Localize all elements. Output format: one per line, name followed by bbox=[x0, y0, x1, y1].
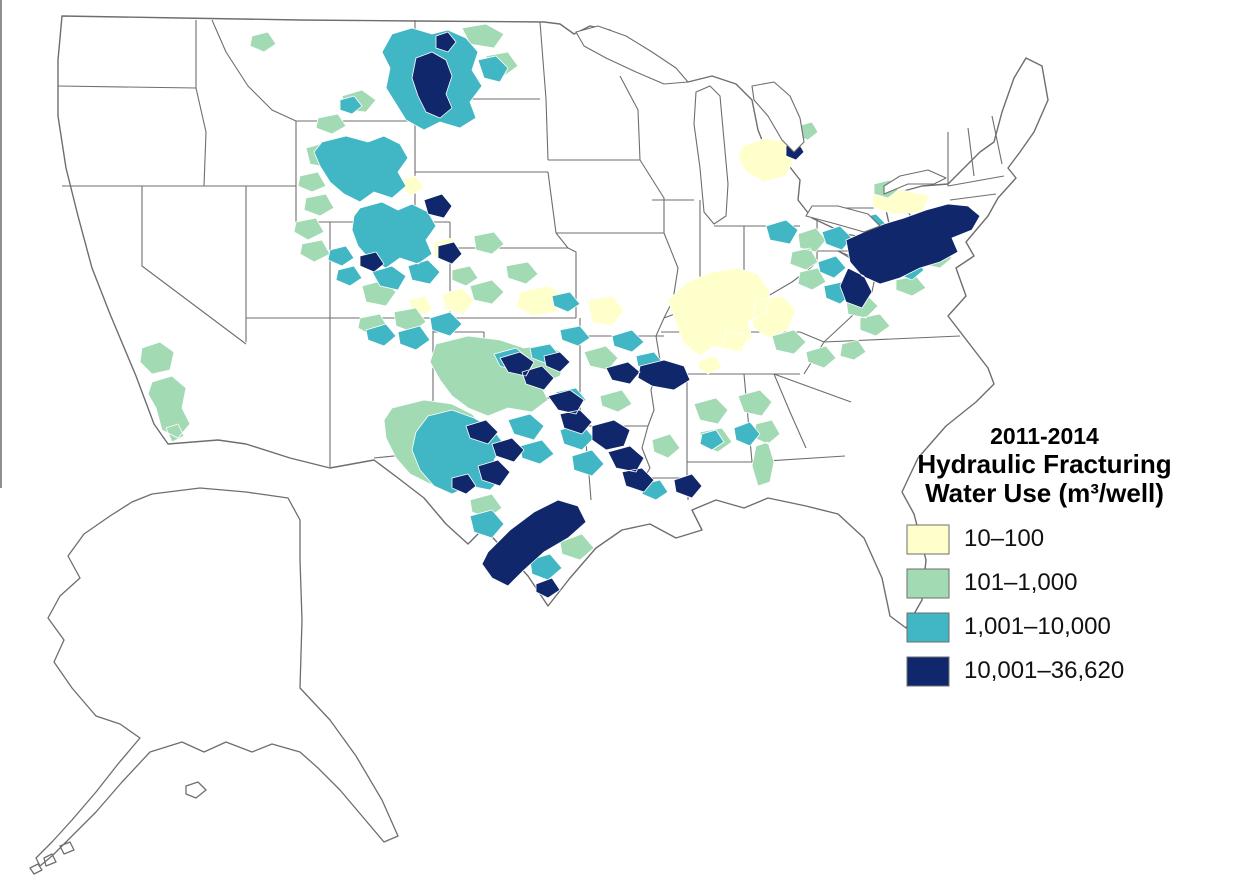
great-lakes bbox=[575, 25, 947, 233]
legend-swatch-rect bbox=[906, 568, 950, 599]
legend-swatch-101-1000 bbox=[906, 568, 950, 599]
figure-edge-line bbox=[0, 0, 2, 488]
legend-swatch-rect bbox=[906, 612, 950, 643]
legend-title-line2: Hydraulic Fracturing bbox=[917, 448, 1172, 479]
basins-class-10001-36620 bbox=[359, 31, 981, 599]
legend-swatch-10-100 bbox=[906, 524, 950, 555]
legend-swatch-10001-36620 bbox=[906, 656, 950, 687]
legend-swatch-rect bbox=[906, 656, 950, 687]
legend-row-class-3: 1,001–10,000 bbox=[906, 612, 1217, 643]
legend-title-line3: Water Use (m³/well) bbox=[925, 477, 1164, 508]
legend-label-1001-10000: 1,001–10,000 bbox=[964, 613, 1111, 641]
legend-swatch-1001-10000 bbox=[906, 612, 950, 643]
legend-rows: 10–100 101–1,000 1,001–10,000 10,001–36,… bbox=[872, 524, 1217, 687]
legend: 2011-2014 Hydraulic Fracturing Water Use… bbox=[872, 423, 1217, 700]
legend-label-10001-36620: 10,001–36,620 bbox=[964, 657, 1125, 685]
legend-swatch-rect bbox=[906, 524, 950, 555]
alaska-outline bbox=[29, 487, 399, 875]
legend-title-years: 2011-2014 bbox=[990, 423, 1099, 449]
legend-label-101-1000: 101–1,000 bbox=[964, 569, 1078, 597]
legend-label-10-100: 10–100 bbox=[964, 525, 1045, 553]
legend-title: 2011-2014 Hydraulic Fracturing Water Use… bbox=[872, 423, 1217, 508]
legend-row-class-2: 101–1,000 bbox=[906, 568, 1217, 599]
legend-row-class-1: 10–100 bbox=[906, 524, 1217, 555]
legend-row-class-4: 10,001–36,620 bbox=[906, 656, 1217, 687]
